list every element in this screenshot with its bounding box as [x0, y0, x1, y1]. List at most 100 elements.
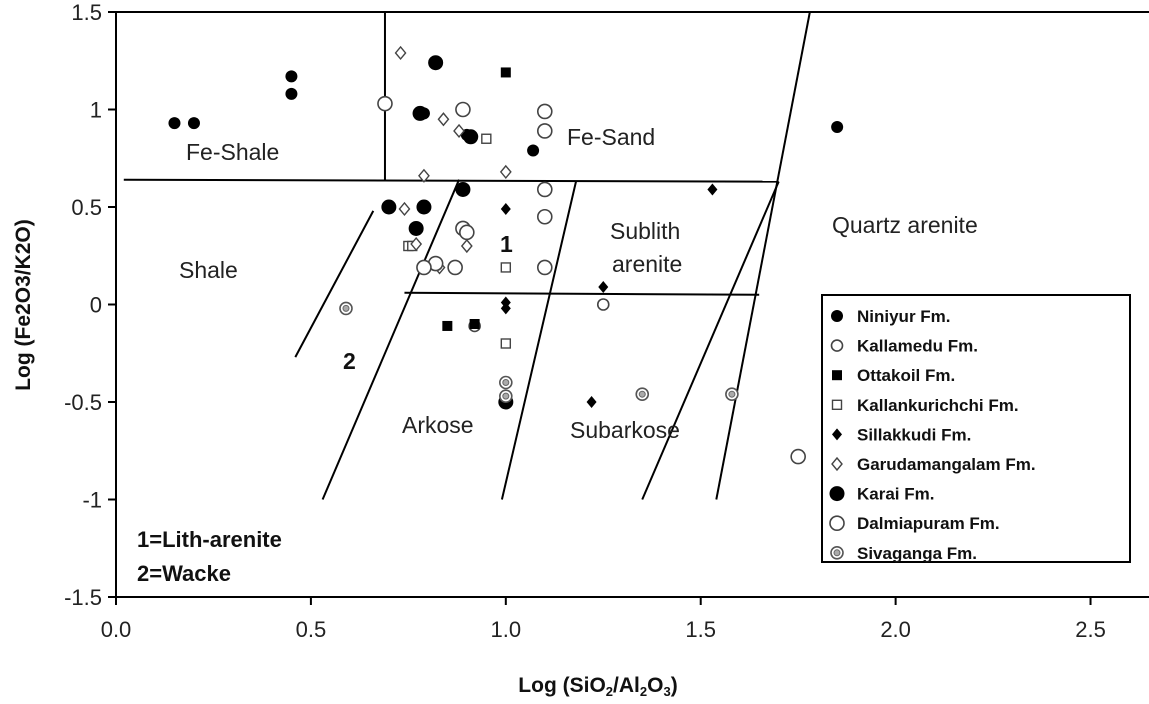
field-label-1: 1 [500, 231, 513, 257]
legend-marker-kallamedu-fm [830, 339, 844, 352]
point-dalmiapuram-fm [536, 208, 553, 225]
legend-marker-sillakkudi-fm [832, 428, 842, 441]
point-kallankurichchi-fm [500, 262, 512, 273]
y-ticks: 1.5 1 0.5 0 -0.5 -1 -1.5 [64, 0, 116, 610]
point-niniyur-fm [285, 87, 298, 100]
legend-marker-garudamangalam-fm [831, 456, 843, 472]
point-karai-fm [455, 181, 471, 197]
point-garudamangalam-fm [460, 238, 473, 254]
boundary-line-1 [123, 178, 779, 183]
point-dalmiapuram-fm [459, 224, 475, 241]
boundary-line-8 [715, 11, 811, 500]
x-ticks: 0.0 0.5 1.0 1.5 2.0 2.5 [101, 597, 1106, 642]
point-karai-fm [416, 199, 432, 215]
x-axis-title: Log (SiO2/Al2O3) [518, 674, 677, 699]
point-niniyur-fm [285, 70, 298, 83]
point-ottakoil-fm [500, 67, 511, 78]
legend-label-karai-fm: Karai Fm. [857, 485, 934, 504]
x-tick-label: 2.5 [1075, 617, 1106, 642]
field-label-fe-sand: Fe-Sand [567, 124, 655, 150]
legend-marker-dalmiapuram-fm [829, 515, 845, 532]
x-tick-label: 1.0 [491, 617, 522, 642]
point-dalmiapuram-fm [536, 259, 553, 276]
field-label-arkose: Arkose [402, 412, 474, 438]
x-tick-label: 2.0 [880, 617, 911, 642]
legend-marker-niniyur-fm [831, 310, 843, 322]
point-sivaganga-fm [725, 387, 739, 402]
field-boundaries [123, 11, 811, 500]
legend-marker-sivaganga-fm [830, 545, 844, 560]
y-tick-label: -0.5 [64, 390, 102, 415]
x-tick-label: 0.0 [101, 617, 132, 642]
legend-label-niniyur-fm: Niniyur Fm. [857, 307, 951, 326]
point-karai-fm [463, 129, 479, 145]
point-dalmiapuram-fm [377, 95, 393, 112]
note-wacke: 2=Wacke [137, 561, 231, 586]
boundary-line-7 [641, 181, 780, 500]
legend-label-kallankurichchi-fm: Kallankurichchi Fm. [857, 396, 1019, 415]
point-sivaganga-fm [499, 375, 513, 390]
point-kallankurichchi-fm [481, 133, 492, 144]
point-ottakoil-fm [469, 319, 480, 329]
point-garudamangalam-fm [499, 164, 512, 179]
point-niniyur-fm [187, 117, 200, 130]
point-garudamangalam-fm [398, 201, 411, 217]
point-dalmiapuram-fm [416, 259, 432, 276]
point-garudamangalam-fm [437, 112, 450, 127]
boundary-line-5 [321, 179, 460, 500]
point-niniyur-fm [168, 117, 181, 130]
field-label-quartz-arenite: Quartz arenite [832, 212, 978, 238]
legend-label-garudamangalam-fm: Garudamangalam Fm. [857, 455, 1036, 474]
point-ottakoil-fm [442, 320, 453, 331]
boundary-line-6 [500, 181, 577, 500]
y-tick-label: -1 [82, 488, 102, 513]
boundary-line-4 [294, 210, 375, 358]
point-kallamedu-fm [596, 298, 610, 311]
point-garudamangalam-fm [410, 236, 423, 252]
point-niniyur-fm [527, 144, 540, 157]
point-sivaganga-fm [339, 301, 353, 316]
point-dalmiapuram-fm [455, 101, 471, 118]
y-axis-title: Log (Fe2O3/K2O) [12, 219, 35, 391]
point-dalmiapuram-fm [447, 259, 463, 276]
legend-label-sivaganga-fm: Sivaganga Fm. [857, 544, 977, 563]
point-niniyur-fm [831, 121, 844, 134]
y-tick-label: 0.5 [71, 195, 102, 220]
point-kallankurichchi-fm [500, 338, 512, 349]
point-sivaganga-fm [499, 389, 513, 403]
point-karai-fm [381, 199, 397, 215]
y-tick-label: -1.5 [64, 585, 102, 610]
point-sillakkudi-fm [500, 302, 511, 315]
point-dalmiapuram-fm [536, 181, 553, 198]
note-lith-arenite: 1=Lith-arenite [137, 527, 282, 552]
point-garudamangalam-fm [453, 123, 465, 139]
legend: Niniyur Fm. Kallamedu Fm. Ottakoil Fm. Kall… [821, 294, 1131, 563]
x-tick-label: 1.5 [685, 617, 716, 642]
field-label-sublith-2: arenite [612, 251, 682, 277]
y-tick-label: 1 [90, 98, 102, 123]
point-karai-fm [428, 55, 444, 71]
boundary-line-3 [404, 291, 760, 296]
point-garudamangalam-fm [418, 168, 430, 183]
point-sillakkudi-fm [500, 202, 511, 215]
point-sillakkudi-fm [707, 183, 718, 196]
legend-label-dalmiapuram-fm: Dalmiapuram Fm. [857, 514, 1000, 533]
y-tick-label: 0 [90, 293, 102, 318]
field-label-sublith-1: Sublith [610, 218, 680, 244]
legend-marker-ottakoil-fm [832, 370, 842, 381]
point-dalmiapuram-fm [536, 103, 553, 120]
point-karai-fm [412, 105, 428, 121]
field-label-2: 2 [343, 348, 356, 374]
field-label-shale: Shale [179, 257, 238, 283]
point-sillakkudi-fm [586, 396, 597, 408]
point-karai-fm [408, 220, 424, 236]
field-label-fe-shale: Fe-Shale [186, 139, 279, 165]
point-sillakkudi-fm [598, 280, 609, 293]
legend-box [821, 294, 1131, 563]
legend-label-sillakkudi-fm: Sillakkudi Fm. [857, 425, 971, 444]
y-tick-label: 1.5 [71, 0, 102, 25]
field-label-subarkose: Subarkose [570, 417, 680, 443]
point-sivaganga-fm [635, 387, 650, 402]
legend-marker-karai-fm [829, 486, 845, 502]
